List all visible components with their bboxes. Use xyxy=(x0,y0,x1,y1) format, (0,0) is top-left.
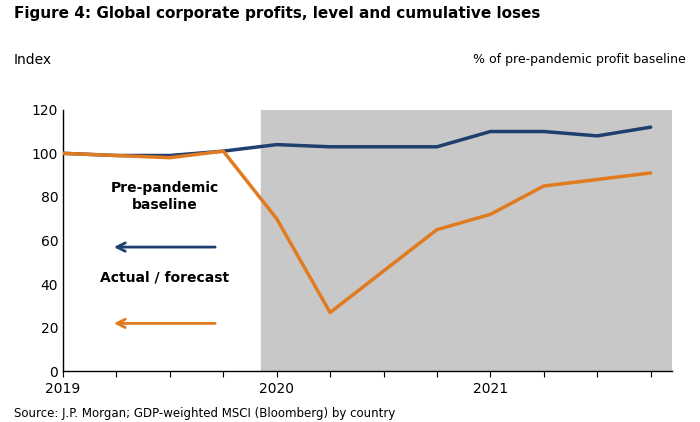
Text: Source: J.P. Morgan; GDP-weighted MSCI (Bloomberg) by country: Source: J.P. Morgan; GDP-weighted MSCI (… xyxy=(14,407,395,420)
Text: Index: Index xyxy=(14,53,52,67)
Text: Figure 4: Global corporate profits, level and cumulative loses: Figure 4: Global corporate profits, leve… xyxy=(14,6,540,22)
Text: Pre-pandemic
baseline: Pre-pandemic baseline xyxy=(111,181,218,212)
Bar xyxy=(260,110,672,371)
Text: Actual / forecast: Actual / forecast xyxy=(100,270,229,284)
Text: % of pre-pandemic profit baseline: % of pre-pandemic profit baseline xyxy=(473,53,686,66)
